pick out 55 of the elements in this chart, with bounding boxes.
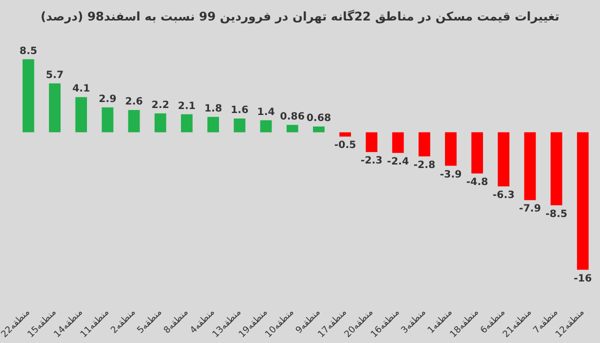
bar: [128, 110, 140, 132]
data-label: -7.9: [519, 204, 541, 215]
bar: [339, 132, 351, 137]
bar: [180, 114, 193, 132]
data-label: -16: [574, 273, 592, 284]
bar: [366, 132, 378, 152]
data-label: 0.86: [280, 112, 305, 122]
data-label: 1.6: [230, 105, 248, 116]
bar: [102, 107, 114, 132]
bar: [48, 83, 61, 132]
chart-title: تغییرات قیمت مسکن در مناطق 22گانه تهران در فروردین 99 نسبت به اسفند98 (درصد): [40, 9, 560, 24]
bar: [312, 126, 325, 132]
data-label: 2.9: [98, 94, 116, 105]
bar: [234, 118, 246, 132]
data-label: -8.5: [545, 208, 568, 220]
bar: [418, 132, 430, 156]
bar: [75, 97, 87, 132]
data-label: -2.8: [413, 160, 436, 171]
data-label: -2.4: [387, 156, 409, 168]
bar: [471, 132, 483, 174]
x-tick-label: منطقه10: [264, 307, 296, 340]
x-tick-label: منطقه5: [136, 307, 164, 336]
data-label: 0.68: [306, 113, 332, 124]
bar: [154, 113, 166, 132]
bar: [576, 132, 589, 270]
bar: [444, 132, 457, 166]
bar: [498, 132, 510, 186]
bar: [260, 120, 272, 132]
data-label: -2.3: [360, 156, 383, 167]
data-label: 5.7: [46, 70, 64, 81]
x-tick-label: منطقه21: [501, 307, 534, 340]
bar: [22, 59, 34, 132]
x-tick-label: منطقه8: [162, 307, 191, 336]
x-tick-label: منطقه12: [554, 307, 587, 340]
x-tick-label: منطقه2: [109, 307, 138, 336]
bar: [524, 132, 536, 200]
data-label: 4.1: [72, 84, 90, 95]
bar: [550, 132, 562, 206]
data-label: 8.5: [20, 46, 38, 57]
data-label: 1.8: [204, 103, 222, 114]
x-tick-label: منطقه11: [78, 307, 112, 340]
data-label: -6.3: [492, 190, 515, 201]
bar: [286, 124, 298, 132]
x-tick-label: منطقه18: [448, 307, 482, 340]
data-label: 2.6: [125, 96, 143, 108]
data-label: 2.2: [152, 100, 170, 111]
data-label: -0.5: [334, 140, 356, 152]
data-label: -4.8: [466, 177, 488, 188]
bar: [392, 132, 404, 153]
data-label: 1.4: [257, 106, 275, 118]
x-tick-label: منطقه3: [400, 307, 428, 336]
data-label: -3.9: [440, 169, 462, 180]
data-label: 2.1: [178, 100, 196, 112]
bar: [207, 116, 219, 132]
x-tick-label: منطقه16: [369, 307, 402, 340]
